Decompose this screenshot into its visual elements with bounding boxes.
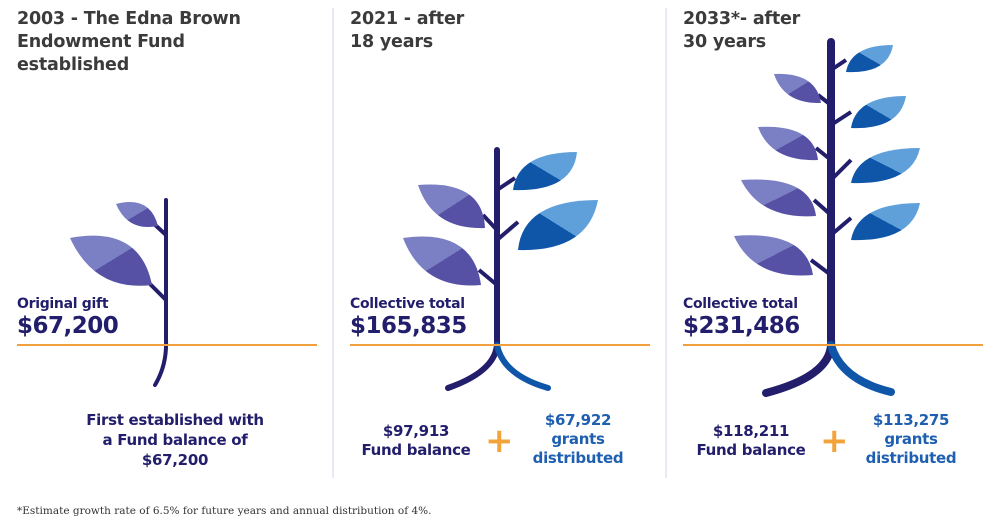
panel-2021: 2021 - after 18 years Collective total $… (333, 0, 666, 485)
plant-branch (829, 110, 853, 127)
plant-branch (812, 198, 833, 217)
leaf-icon (513, 152, 577, 191)
fund-balance-label: Fund balance (696, 441, 806, 459)
amount-value: $67,200 (17, 313, 119, 339)
grants-label: grants (551, 430, 605, 448)
leaf-icon (70, 235, 152, 286)
plant-branch (814, 146, 833, 162)
plant-branch (829, 216, 853, 237)
amount-label: Collective total (350, 296, 465, 312)
plus-icon: + (485, 421, 514, 461)
panel-description: First established with a Fund balance of… (86, 411, 264, 469)
plant-branch (829, 58, 848, 72)
plant-branch (809, 258, 833, 277)
fund-balance: $97,913 Fund balance (361, 422, 471, 460)
panel-title: 2021 - after 18 years (350, 9, 465, 52)
tree-illustration (734, 38, 920, 397)
leaf-icon (741, 179, 816, 217)
divider (665, 8, 667, 478)
grants-value: $113,275 (872, 411, 950, 429)
fund-balance-label: Fund balance (361, 441, 471, 459)
fund-balance: $118,211 Fund balance (696, 422, 806, 460)
fund-balance-value: $118,211 (712, 422, 790, 440)
plus-icon: + (820, 421, 849, 461)
grants-label: distributed (532, 449, 624, 467)
grants-label: distributed (865, 449, 957, 467)
plant-branch (816, 93, 833, 107)
leaf-icon (403, 236, 481, 286)
leaf-icon (851, 203, 920, 241)
fund-balance-value: $97,913 (382, 422, 450, 440)
plant-branch (495, 220, 520, 242)
ground-line (17, 344, 317, 346)
footnote: *Estimate growth rate of 6.5% for future… (17, 505, 432, 517)
leaf-icon (846, 45, 893, 73)
amount-value: $165,835 (350, 313, 467, 339)
leaf-icon (518, 200, 598, 251)
grants-distributed: $67,922 grants distributed (523, 411, 633, 468)
leaf-icon (758, 126, 818, 161)
plant-branch (495, 176, 517, 192)
leaf-icon (851, 148, 920, 184)
panel-2003: 2003 - The Edna Brown Endowment Fund est… (0, 0, 333, 485)
leaf-icon (418, 184, 485, 229)
plant-stem (445, 147, 501, 391)
leaf-icon (734, 235, 813, 276)
plant-branch (829, 158, 853, 182)
plant-branch (477, 268, 499, 287)
grants-label: grants (884, 430, 938, 448)
panel-2033: 2033*- after 30 years Collective total $… (666, 0, 999, 485)
amount-label: Collective total (683, 296, 798, 312)
plant-branch (481, 213, 499, 232)
amount-label: Original gift (17, 296, 109, 312)
plant-illustration (403, 147, 598, 391)
grants-value: $67,922 (544, 411, 612, 429)
plant-root (494, 342, 551, 391)
seedling-illustration (70, 198, 169, 387)
panel-title: 2003 - The Edna Brown Endowment Fund est… (17, 9, 241, 75)
leaf-icon (774, 73, 821, 104)
grants-distributed: $113,275 grants distributed (856, 411, 966, 468)
panel-title: 2033*- after 30 years (683, 9, 801, 52)
plant-stem (153, 198, 169, 387)
ground-line (683, 344, 983, 346)
divider (332, 8, 334, 478)
amount-value: $231,486 (683, 313, 800, 339)
leaf-icon (851, 96, 906, 129)
plant-root (827, 341, 895, 396)
ground-line (350, 344, 650, 346)
leaf-icon (116, 201, 158, 228)
